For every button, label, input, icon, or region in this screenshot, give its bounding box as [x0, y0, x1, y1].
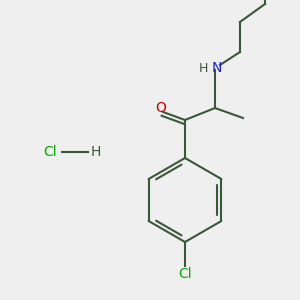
Text: O: O — [156, 101, 167, 115]
Text: H: H — [91, 145, 101, 159]
Text: Cl: Cl — [178, 267, 192, 281]
Text: N: N — [212, 61, 222, 75]
Text: H: H — [198, 61, 208, 74]
Text: Cl: Cl — [43, 145, 57, 159]
